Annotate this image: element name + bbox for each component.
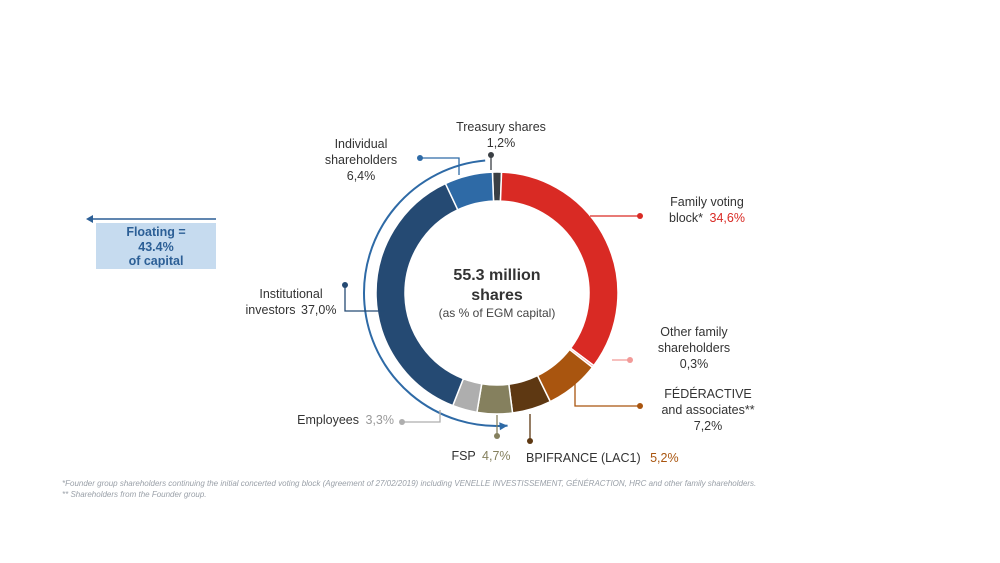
label-otherfam-value: 0,3%	[680, 357, 709, 371]
label-institutional: Institutional investors 37,0%	[246, 287, 337, 317]
leader-line-employees	[402, 410, 441, 423]
center-title-line1: 55.3 million	[453, 267, 540, 284]
leader-dot-federactive	[637, 403, 643, 409]
label-employees-name: Employees	[297, 413, 359, 427]
floating-bracket-arc	[363, 159, 508, 427]
label-federactive: FÉDÉRACTIVE and associates** 7,2%	[661, 386, 754, 433]
label-individual-name2: shareholders	[325, 153, 397, 167]
label-individual-name1: Individual	[335, 137, 388, 151]
slice-fsp	[476, 382, 514, 415]
label-family: Family voting block* 34,6%	[669, 195, 745, 225]
label-individual: Individual shareholders 6,4%	[325, 137, 397, 183]
floating-arrow	[86, 215, 216, 223]
leader-dot-fsp	[494, 433, 500, 439]
label-fsp-line: FSP 4,7%	[451, 449, 510, 463]
label-bpifrance-name: BPIFRANCE (LAC1)	[526, 451, 641, 465]
leader-dot-employees	[399, 419, 405, 425]
center-subtitle: (as % of EGM capital)	[439, 306, 556, 320]
leader-line-federactive	[574, 383, 640, 407]
floating-bracket-arrowhead	[499, 422, 508, 431]
label-institutional-name1: Institutional	[259, 287, 322, 301]
floating-capital-box: Floating = 43.4% of capital	[96, 223, 216, 269]
label-otherfam-name1: Other family	[660, 325, 728, 339]
label-institutional-name2: investors	[246, 303, 296, 317]
leader-dot-treasury	[488, 152, 494, 158]
leader-dot-institutional	[342, 282, 348, 288]
label-family-line2: block* 34,6%	[669, 211, 745, 225]
floating-arrow-head	[86, 215, 93, 223]
label-employees-value: 3,3%	[366, 413, 395, 427]
floating-line2: 43.4%	[138, 239, 174, 254]
label-treasury-value: 1,2%	[487, 136, 516, 150]
label-otherfam-name2: shareholders	[658, 341, 730, 355]
label-treasury: Treasury shares 1,2%	[456, 120, 546, 150]
label-family-value: 34,6%	[710, 211, 745, 225]
label-family-name2: block*	[669, 211, 703, 225]
label-individual-value: 6,4%	[347, 169, 376, 183]
label-bpifrance-line: BPIFRANCE (LAC1) 5,2%	[526, 451, 679, 465]
label-employees-line: Employees 3,3%	[297, 413, 394, 427]
leader-dot-bpifrance	[527, 438, 533, 444]
label-federactive-name2: and associates**	[661, 403, 754, 417]
floating-line1: Floating =	[126, 225, 186, 239]
label-treasury-name: Treasury shares	[456, 120, 546, 134]
leader-line-individual	[420, 157, 460, 175]
leader-dot-family	[637, 213, 643, 219]
footnote-1: *Founder group shareholders continuing t…	[62, 479, 757, 488]
label-family-name1: Family voting	[670, 195, 744, 209]
label-federactive-value: 7,2%	[694, 419, 723, 433]
label-institutional-line2: investors 37,0%	[246, 303, 337, 317]
leader-dot-otherfam	[627, 357, 633, 363]
label-fsp-value: 4,7%	[482, 449, 511, 463]
leader-dot-individual	[417, 155, 423, 161]
donut-slices	[375, 171, 619, 415]
leader-lines	[342, 152, 643, 444]
label-fsp: FSP 4,7%	[451, 449, 510, 463]
center-title-line2: shares	[471, 287, 523, 304]
footnote-2: ** Shareholders from the Founder group.	[62, 490, 207, 499]
label-employees: Employees 3,3%	[297, 413, 394, 427]
label-bpifrance: BPIFRANCE (LAC1) 5,2%	[526, 451, 679, 465]
slice-individual	[444, 171, 495, 211]
label-fsp-name: FSP	[451, 449, 475, 463]
label-other-family: Other family shareholders 0,3%	[658, 325, 730, 371]
label-federactive-name1: FÉDÉRACTIVE	[664, 386, 752, 401]
floating-line3: of capital	[128, 254, 184, 268]
leader-line-institutional	[344, 285, 385, 312]
label-bpifrance-value: 5,2%	[650, 451, 679, 465]
label-institutional-value: 37,0%	[301, 303, 336, 317]
